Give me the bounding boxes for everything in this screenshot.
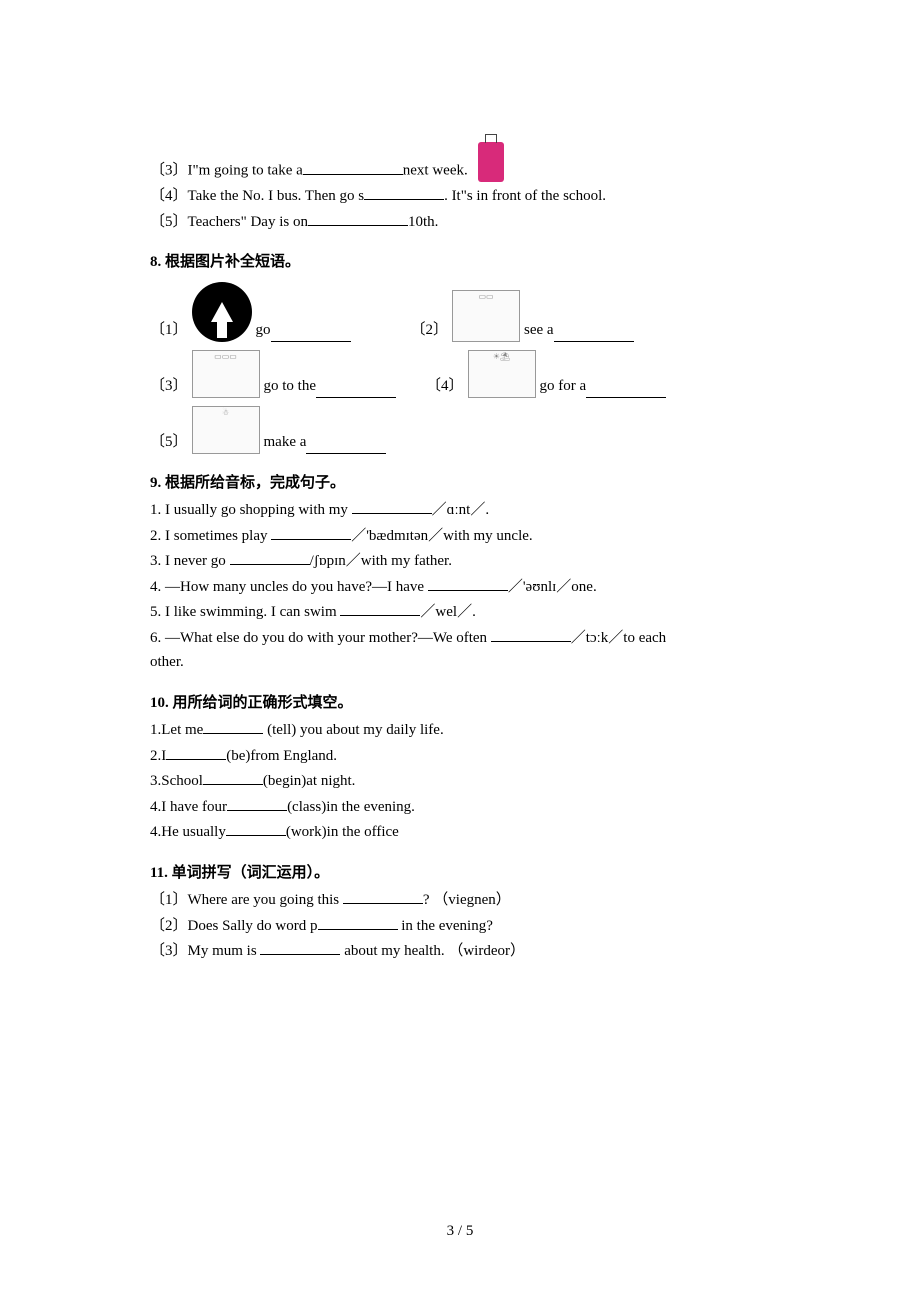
q7-l5-a: 〔5〕Teachers" Day is on xyxy=(150,214,308,230)
q9-heading: 9. 根据所给音标，完成句子。 xyxy=(150,472,800,495)
blank xyxy=(303,159,403,175)
blank xyxy=(318,914,398,930)
q11-l3: 〔3〕My mum is about my health. （wirdeor） xyxy=(150,939,800,963)
q7-l4-b: . It"s in front of the school. xyxy=(444,188,606,204)
t: in the evening? xyxy=(398,918,493,934)
t: /ʃɒpɪn／with my father. xyxy=(310,553,452,569)
t: 1.Let me xyxy=(150,722,203,738)
q9-l4: 4. —How many uncles do you have?—I have … xyxy=(150,575,800,599)
blank xyxy=(271,326,351,342)
q10-l5: 4.He usually (work)in the office xyxy=(150,820,800,844)
q9-l2: 2. I sometimes play ／'bædmɪtən／with my u… xyxy=(150,524,800,548)
t: 5. I like swimming. I can swim xyxy=(150,604,340,620)
blank xyxy=(227,795,287,811)
q10-l1: 1.Let me (tell) you about my daily life. xyxy=(150,718,800,742)
t: (be)from England. xyxy=(226,748,337,764)
blank xyxy=(428,575,508,591)
q8-i1-l: 〔1〕 xyxy=(150,319,188,342)
arrow-up-icon xyxy=(192,282,252,342)
q7-line3: 〔3〕I"m going to take a next week. xyxy=(150,142,800,182)
q9-l6c: other. xyxy=(150,651,800,674)
q8-row1: 〔1〕 go 〔2〕 ▭▭ see a xyxy=(150,282,800,342)
q7-line5: 〔5〕Teachers" Day is on 10th. xyxy=(150,210,800,234)
t: 〔3〕My mum is xyxy=(150,943,260,959)
t: 3. I never go xyxy=(150,553,230,569)
q8-row2: 〔3〕 ▭▭▭ go to the 〔4〕 ☀⛱ go for a xyxy=(150,350,800,398)
blank xyxy=(586,382,666,398)
t: (begin)at night. xyxy=(263,773,355,789)
t: (work)in the office xyxy=(286,824,399,840)
t: 4. —How many uncles do you have?—I have xyxy=(150,579,428,595)
t: ? （viegnen） xyxy=(423,892,511,908)
q10-l3: 3.School (begin)at night. xyxy=(150,769,800,793)
q10-l4: 4.I have four (class)in the evening. xyxy=(150,795,800,819)
q8-i2-r: see a xyxy=(524,319,554,342)
blank xyxy=(491,626,571,642)
q9-l1: 1. I usually go shopping with my ／ɑːnt／. xyxy=(150,498,800,522)
q8-i4-r: go for a xyxy=(540,375,587,398)
blank xyxy=(271,524,351,540)
t: 〔1〕Where are you going this xyxy=(150,892,343,908)
t: ／'əʊnlɪ／one. xyxy=(508,579,597,595)
blank xyxy=(226,820,286,836)
t: ／wel／. xyxy=(420,604,475,620)
q8-i3-r: go to the xyxy=(264,375,317,398)
suitcase-icon xyxy=(478,142,504,182)
q7-line4: 〔4〕Take the No. I bus. Then go s . It"s i… xyxy=(150,184,800,208)
q8-row3: 〔5〕 ☃︎ make a xyxy=(150,406,800,454)
q8-i5-l: 〔5〕 xyxy=(150,431,188,454)
q7-l4-a: 〔4〕Take the No. I bus. Then go s xyxy=(150,188,364,204)
t: 2.I xyxy=(150,748,166,764)
t: 4.I have four xyxy=(150,799,227,815)
q8-i4-l: 〔4〕 xyxy=(426,375,464,398)
q10-l2: 2.I (be)from England. xyxy=(150,744,800,768)
blank xyxy=(340,600,420,616)
q8-i5-r: make a xyxy=(264,431,307,454)
q7-l5-b: 10th. xyxy=(408,214,438,230)
q9-l3: 3. I never go /ʃɒpɪn／with my father. xyxy=(150,549,800,573)
t: ／tɔːk／to each xyxy=(571,630,666,646)
blank xyxy=(554,326,634,342)
q9-l6: 6. —What else do you do with your mother… xyxy=(150,626,800,650)
page: 〔3〕I"m going to take a next week. 〔4〕Take… xyxy=(0,0,920,1302)
q9-l5: 5. I like swimming. I can swim ／wel／. xyxy=(150,600,800,624)
q11-l1: 〔1〕Where are you going this ? （viegnen） xyxy=(150,888,800,912)
q8-i3-l: 〔3〕 xyxy=(150,375,188,398)
t: about my health. （wirdeor） xyxy=(340,943,525,959)
blank xyxy=(316,382,396,398)
film-sketch-icon: ▭▭ xyxy=(452,290,520,342)
q8-i1-r: go xyxy=(256,319,271,342)
blank xyxy=(166,744,226,760)
q8-heading: 8. 根据图片补全短语。 xyxy=(150,251,800,274)
picnic-sketch-icon: ☀⛱ xyxy=(468,350,536,398)
blank xyxy=(203,718,263,734)
blank xyxy=(306,438,386,454)
blank xyxy=(352,498,432,514)
q10-heading: 10. 用所给词的正确形式填空。 xyxy=(150,692,800,715)
q7-l3-b: next week. xyxy=(403,163,468,179)
page-number: 3 / 5 xyxy=(0,1220,920,1243)
blank xyxy=(343,888,423,904)
blank xyxy=(203,769,263,785)
t: 4.He usually xyxy=(150,824,226,840)
t: 6. —What else do you do with your mother… xyxy=(150,630,491,646)
t: 3.School xyxy=(150,773,203,789)
blank xyxy=(308,210,408,226)
t: ／'bædmɪtən／with my uncle. xyxy=(351,528,532,544)
q7-l3-a: 〔3〕I"m going to take a xyxy=(150,163,303,179)
q8-i2-l: 〔2〕 xyxy=(411,319,449,342)
t: 1. I usually go shopping with my xyxy=(150,502,352,518)
t: (tell) you about my daily life. xyxy=(263,722,443,738)
blank xyxy=(230,549,310,565)
blank xyxy=(364,184,444,200)
t: 2. I sometimes play xyxy=(150,528,271,544)
snowman-sketch-icon: ☃︎ xyxy=(192,406,260,454)
q11-l2: 〔2〕Does Sally do word p in the evening? xyxy=(150,914,800,938)
t: 〔2〕Does Sally do word p xyxy=(150,918,318,934)
q11-heading: 11. 单词拼写（词汇运用）。 xyxy=(150,862,800,885)
blank xyxy=(260,939,340,955)
t: ／ɑːnt／. xyxy=(432,502,489,518)
supermarket-sketch-icon: ▭▭▭ xyxy=(192,350,260,398)
t: (class)in the evening. xyxy=(287,799,415,815)
